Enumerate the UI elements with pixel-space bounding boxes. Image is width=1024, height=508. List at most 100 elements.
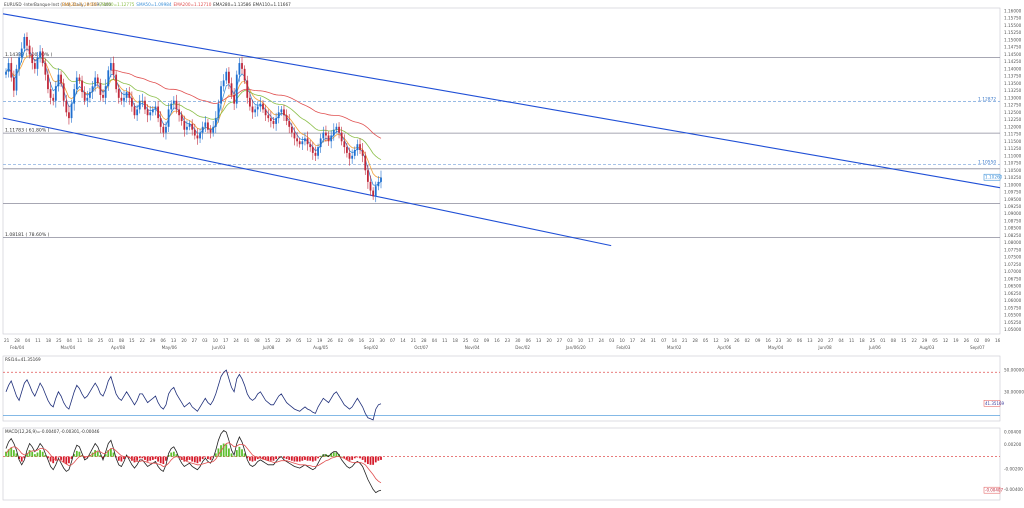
candle-body bbox=[246, 80, 248, 97]
x-month-label: Jun/03 bbox=[211, 345, 226, 350]
macd-histogram-bar bbox=[304, 457, 306, 460]
candle-body bbox=[79, 78, 81, 81]
candle-body bbox=[120, 98, 122, 101]
macd-histogram-bar bbox=[60, 457, 62, 460]
macd-histogram-bar bbox=[270, 457, 272, 461]
macd-histogram-bar bbox=[42, 452, 44, 457]
price-tick-label: 1.10250 bbox=[1004, 175, 1022, 180]
candle-body bbox=[68, 112, 70, 118]
candle-body bbox=[18, 57, 20, 69]
x-tick-label: 11 bbox=[77, 338, 83, 343]
x-tick-label: 03 bbox=[567, 338, 573, 343]
price-tick-label: 1.08000 bbox=[1004, 240, 1022, 245]
x-tick-label: 15 bbox=[129, 338, 135, 343]
candle-body bbox=[338, 127, 340, 133]
x-tick-label: 09 bbox=[755, 338, 761, 343]
x-tick-label: 24 bbox=[599, 338, 605, 343]
macd-histogram-bar bbox=[356, 457, 358, 458]
x-tick-label: 28 bbox=[692, 338, 698, 343]
x-tick-label: 03 bbox=[609, 338, 615, 343]
candle-body bbox=[291, 127, 293, 133]
macd-histogram-bar bbox=[202, 457, 204, 459]
price-tick-label: 1.10000 bbox=[1004, 182, 1022, 187]
price-tick-label: 1.09250 bbox=[1004, 204, 1022, 209]
macd-histogram-bar bbox=[139, 457, 141, 459]
macd-histogram-bar bbox=[165, 457, 167, 461]
candle-body bbox=[320, 138, 322, 147]
candle-body bbox=[37, 57, 39, 69]
indicator-legend-2: SMA50=1.09984 bbox=[136, 2, 172, 7]
macd-histogram-bar bbox=[21, 457, 23, 462]
indicator-legend-5: EMA110=1.11667 bbox=[253, 2, 291, 7]
x-month-label: Nov/04 bbox=[465, 345, 480, 350]
x-tick-label: 19 bbox=[953, 338, 959, 343]
candle-body bbox=[170, 104, 172, 110]
macd-histogram-bar bbox=[225, 444, 227, 456]
candle-body bbox=[315, 153, 317, 156]
price-tick-label: 1.05500 bbox=[1004, 313, 1022, 318]
price-tick-label: 1.13750 bbox=[1004, 74, 1022, 79]
macd-histogram-bar bbox=[238, 447, 240, 457]
price-tick-label: 1.08750 bbox=[1004, 218, 1022, 223]
x-tick-label: 18 bbox=[46, 338, 52, 343]
macd-histogram-bar bbox=[349, 457, 351, 461]
candle-body bbox=[223, 80, 225, 86]
x-tick-label: 07 bbox=[390, 338, 396, 343]
candle-body bbox=[141, 101, 143, 102]
macd-histogram-bar bbox=[359, 457, 361, 459]
macd-histogram-bar bbox=[155, 457, 157, 459]
candle-body bbox=[244, 69, 246, 81]
candle-body bbox=[152, 109, 154, 112]
x-tick-label: 22 bbox=[140, 338, 146, 343]
candle-body bbox=[26, 37, 28, 46]
candle-body bbox=[52, 98, 54, 101]
x-tick-label: 01 bbox=[880, 338, 886, 343]
macd-histogram-bar bbox=[354, 457, 356, 459]
macd-histogram-bar bbox=[110, 448, 112, 456]
x-tick-label: 07 bbox=[661, 338, 667, 343]
x-tick-label: 11 bbox=[35, 338, 41, 343]
indicator-legend-0: EMA20=1.11495 bbox=[62, 2, 98, 7]
x-month-label: Jan/06/20 bbox=[565, 345, 586, 350]
candle-body bbox=[294, 133, 296, 139]
candle-body bbox=[199, 133, 201, 139]
x-tick-label: 12 bbox=[943, 338, 949, 343]
macd-histogram-bar bbox=[294, 457, 296, 462]
x-month-label: Aug/05 bbox=[313, 345, 328, 350]
macd-histogram-bar bbox=[157, 457, 159, 462]
macd-histogram-bar bbox=[291, 457, 293, 461]
price-tick-label: 1.05250 bbox=[1004, 320, 1022, 325]
macd-histogram-bar bbox=[241, 449, 243, 456]
macd-histogram-bar bbox=[362, 457, 364, 460]
candle-body bbox=[44, 63, 46, 75]
macd-histogram-bar bbox=[215, 453, 217, 456]
candle-body bbox=[107, 70, 109, 86]
macd-histogram-bar bbox=[29, 450, 31, 457]
price-tick-label: 1.12500 bbox=[1004, 110, 1022, 115]
candle-body bbox=[31, 54, 33, 63]
candle-body bbox=[186, 127, 188, 130]
candle-body bbox=[317, 147, 319, 156]
x-month-label: Jun/08 bbox=[817, 345, 832, 350]
candle-body bbox=[370, 182, 372, 191]
candle-body bbox=[349, 153, 351, 159]
x-tick-label: 09 bbox=[985, 338, 991, 343]
macd-histogram-bar bbox=[147, 457, 149, 462]
price-tick-label: 1.14500 bbox=[1004, 52, 1022, 57]
macd-histogram-bar bbox=[375, 457, 377, 463]
x-tick-label: 23 bbox=[776, 338, 782, 343]
candle-body bbox=[21, 49, 23, 58]
x-month-label: Sep/07 bbox=[970, 345, 985, 350]
price-tick-label: 1.13250 bbox=[1004, 88, 1022, 93]
candle-body bbox=[254, 109, 256, 112]
macd-histogram-bar bbox=[65, 457, 67, 464]
x-tick-label: 04 bbox=[67, 338, 73, 343]
rsi-value-label: 41.35169 bbox=[985, 401, 1005, 406]
candle-body bbox=[65, 101, 67, 113]
x-tick-label: 21 bbox=[4, 338, 10, 343]
x-tick-label: 30 bbox=[786, 338, 792, 343]
